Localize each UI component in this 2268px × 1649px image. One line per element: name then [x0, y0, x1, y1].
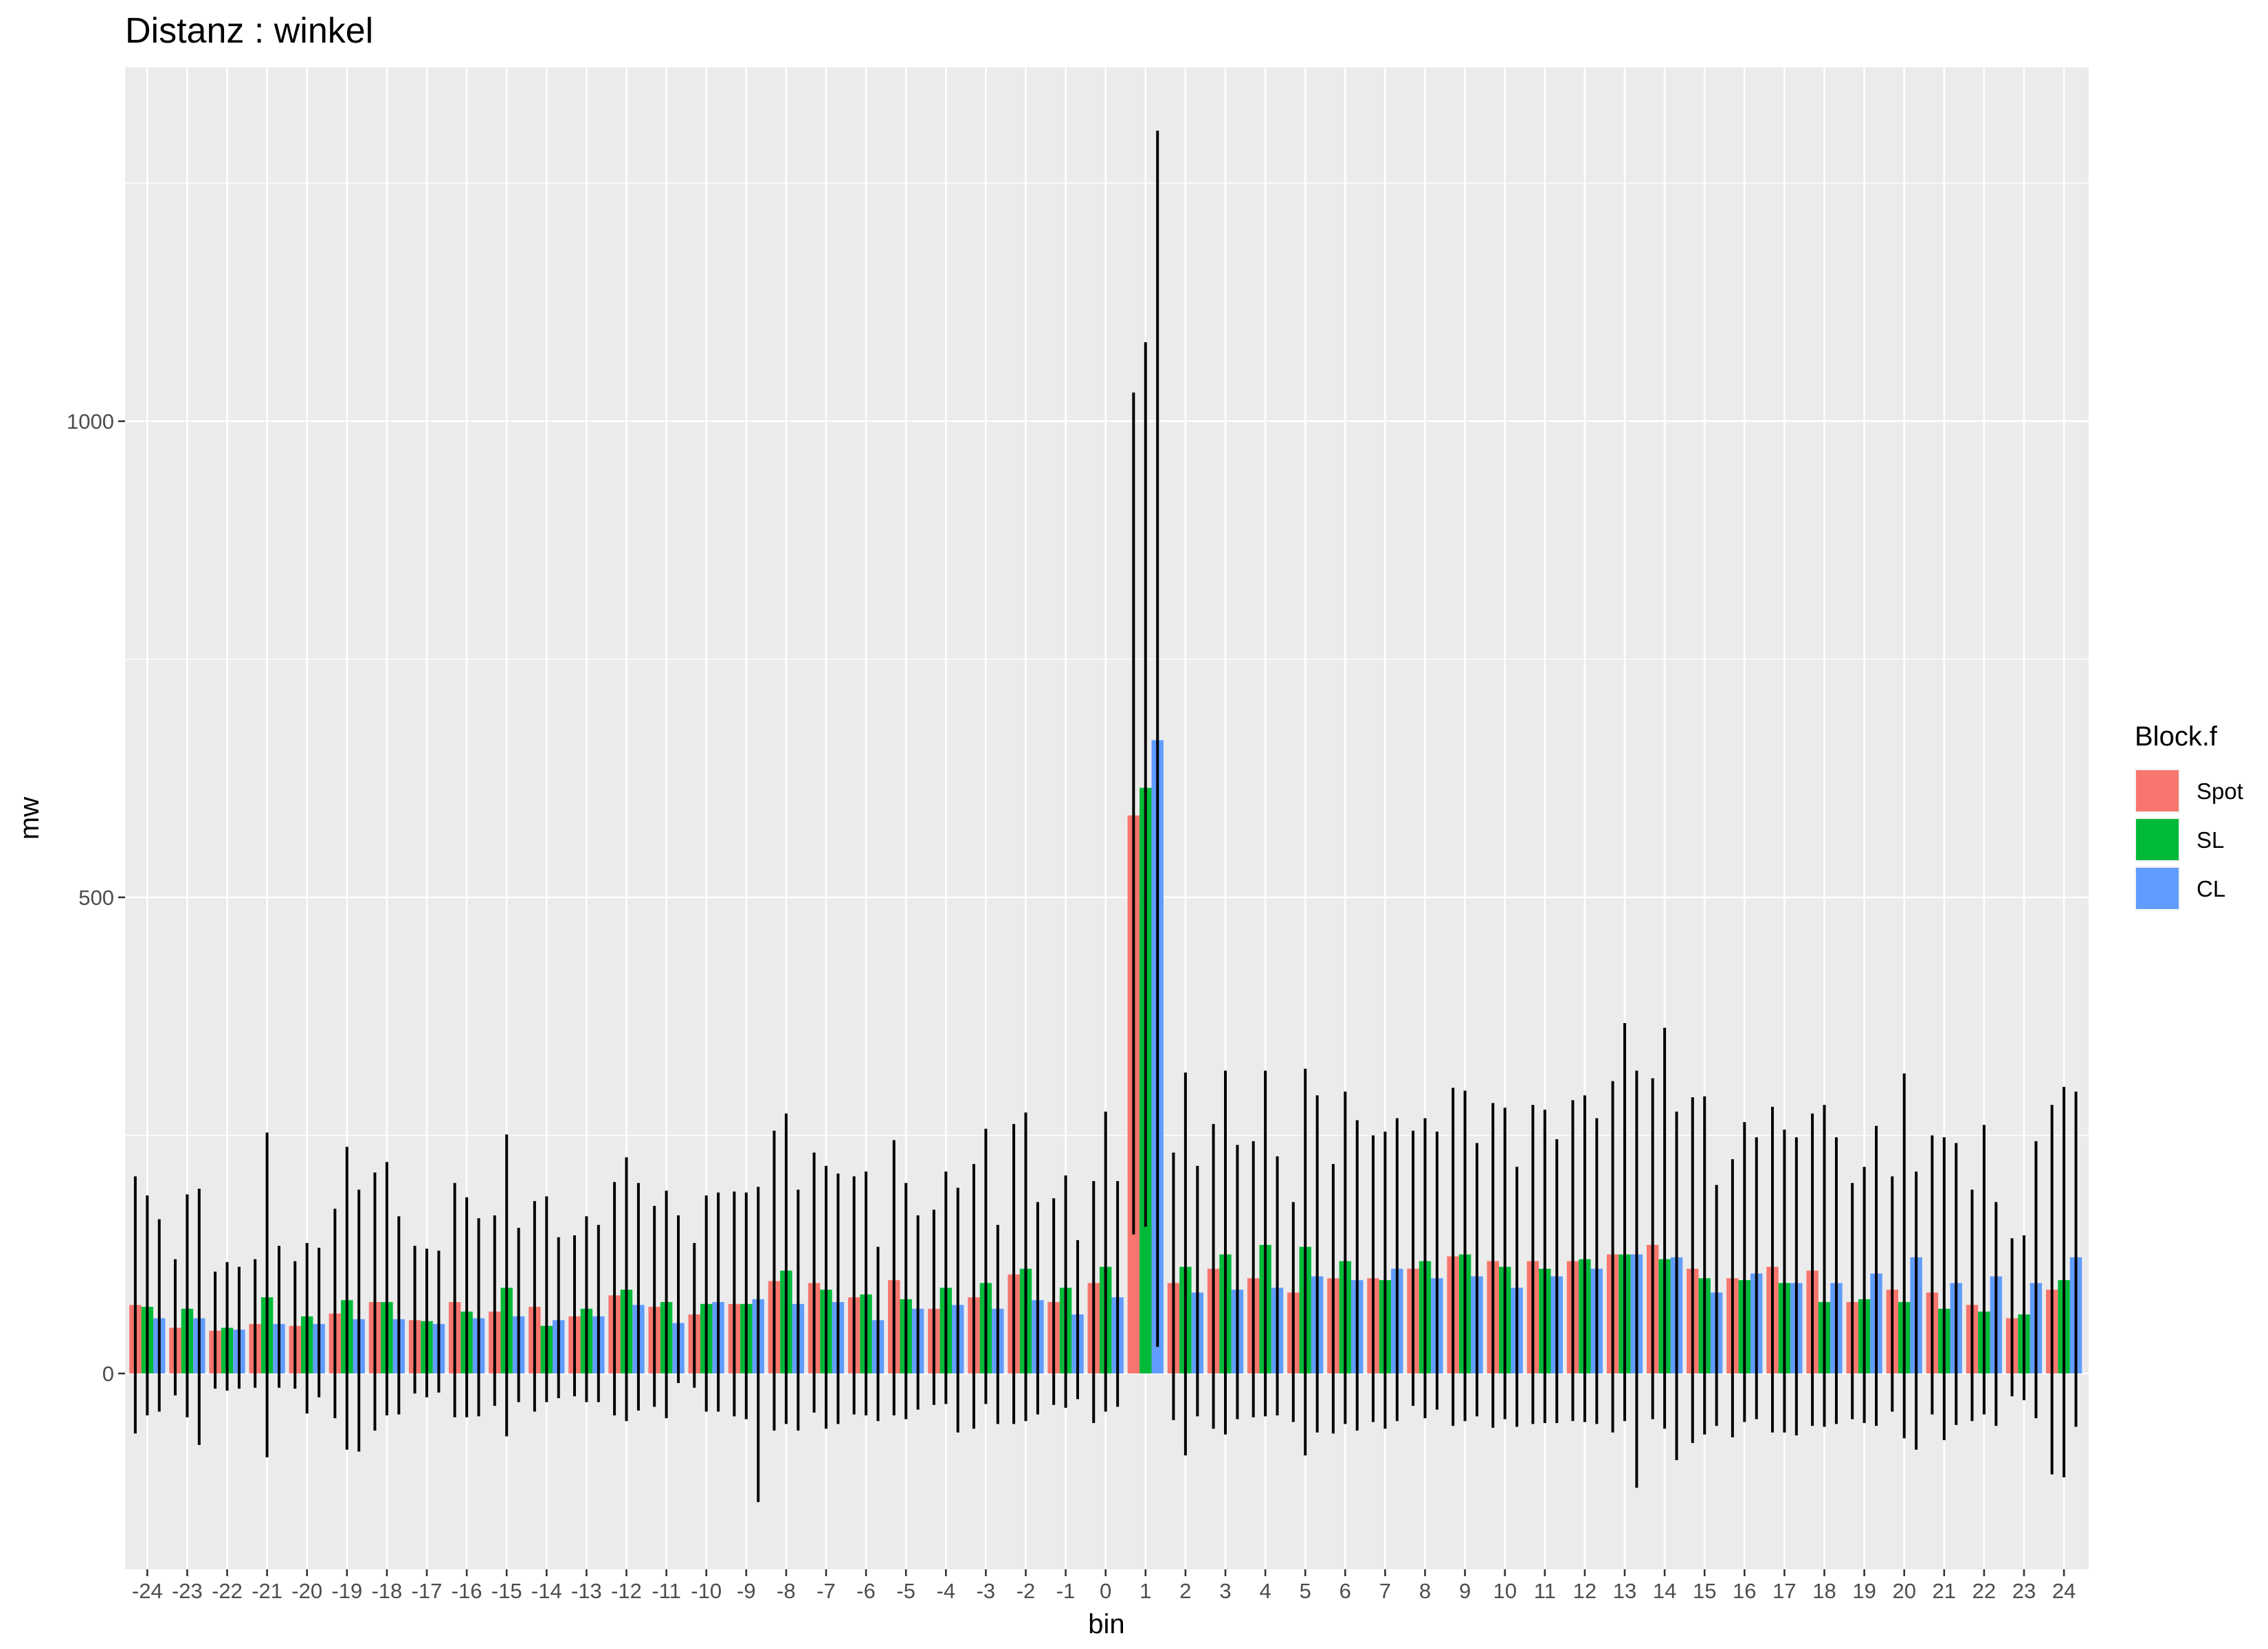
y-tick-label: 1000: [67, 410, 114, 434]
x-tick-label: 3: [1219, 1579, 1231, 1603]
x-tick-label: -13: [571, 1579, 602, 1603]
x-tick-label: 5: [1300, 1579, 1311, 1603]
x-tick-label: 13: [1613, 1579, 1636, 1603]
x-tick-label: -1: [1056, 1579, 1076, 1603]
x-tick-label: -4: [937, 1579, 956, 1603]
x-tick-label: -6: [856, 1579, 876, 1603]
x-tick-label: 1: [1139, 1579, 1151, 1603]
y-axis-title: mw: [14, 797, 45, 840]
x-tick-label: -18: [371, 1579, 402, 1603]
chart-title: Distanz : winkel: [125, 11, 373, 51]
x-axis: -24 -23 -22 -21 -20 -19 -18 -17 -16 -15 -14 -13 -12-…: [132, 1569, 2076, 1603]
x-tick-label: -24: [132, 1579, 163, 1603]
x-tick-label: 20: [1892, 1579, 1915, 1603]
x-tick-label: 21: [1933, 1579, 1956, 1603]
x-tick-label: -2: [1016, 1579, 1036, 1603]
x-tick-label: 4: [1259, 1579, 1271, 1603]
legend-swatch-cl: [2136, 868, 2179, 909]
x-tick-label: 15: [1693, 1579, 1716, 1603]
legend: Block.f Spot SL CL: [2135, 721, 2243, 910]
x-tick-label: -8: [777, 1579, 796, 1603]
legend-swatch-sl: [2136, 819, 2179, 860]
x-tick-label: -11: [652, 1579, 681, 1603]
x-tick-label: 14: [1653, 1579, 1676, 1603]
x-tick-label: 16: [1733, 1579, 1756, 1603]
x-tick-label: 0: [1100, 1579, 1111, 1603]
x-tick-label: 2: [1179, 1579, 1191, 1603]
x-tick-label: 8: [1419, 1579, 1431, 1603]
x-tick-label: 11: [1534, 1579, 1556, 1603]
x-tick-label: 12: [1573, 1579, 1597, 1603]
legend-items: Spot SL CL: [2135, 769, 2243, 910]
error-bars-layer: [133, 131, 2078, 1503]
x-tick-label: -7: [816, 1579, 836, 1603]
x-tick-label: 24: [2052, 1579, 2076, 1603]
y-tick-label: 0: [102, 1362, 114, 1386]
x-tick-label: 18: [1812, 1579, 1836, 1603]
legend-label-cl: CL: [2197, 876, 2225, 901]
legend-label-sl: SL: [2197, 827, 2224, 853]
legend-label-spot: Spot: [2197, 778, 2243, 804]
x-tick-label: -14: [531, 1579, 562, 1603]
x-tick-label: 23: [2012, 1579, 2036, 1603]
y-axis: 0 500 1000: [67, 410, 125, 1386]
x-tick-label: -17: [412, 1579, 443, 1603]
x-tick-label: -16: [452, 1579, 482, 1603]
x-tick-label: -20: [291, 1579, 322, 1603]
legend-title: Block.f: [2135, 721, 2218, 752]
x-tick-label: 7: [1379, 1579, 1391, 1603]
x-tick-label: -5: [896, 1579, 915, 1603]
x-tick-label: 10: [1493, 1579, 1516, 1603]
x-axis-title: bin: [1088, 1609, 1124, 1639]
x-tick-label: 19: [1852, 1579, 1876, 1603]
x-tick-label: -23: [172, 1579, 203, 1603]
legend-swatch-spot: [2136, 770, 2179, 811]
x-tick-label: 17: [1772, 1579, 1796, 1603]
x-tick-label: -19: [331, 1579, 362, 1603]
x-tick-label: -21: [252, 1579, 282, 1603]
x-tick-label: 6: [1339, 1579, 1351, 1603]
x-tick-label: -10: [691, 1579, 722, 1603]
x-tick-label: -12: [611, 1579, 642, 1603]
x-tick-label: -3: [977, 1579, 996, 1603]
x-tick-label: 9: [1459, 1579, 1471, 1603]
x-tick-label: -15: [491, 1579, 522, 1603]
x-tick-label: -22: [212, 1579, 243, 1603]
y-tick-label: 500: [78, 886, 114, 910]
x-tick-label: -9: [737, 1579, 756, 1603]
x-tick-label: 22: [1972, 1579, 1996, 1603]
